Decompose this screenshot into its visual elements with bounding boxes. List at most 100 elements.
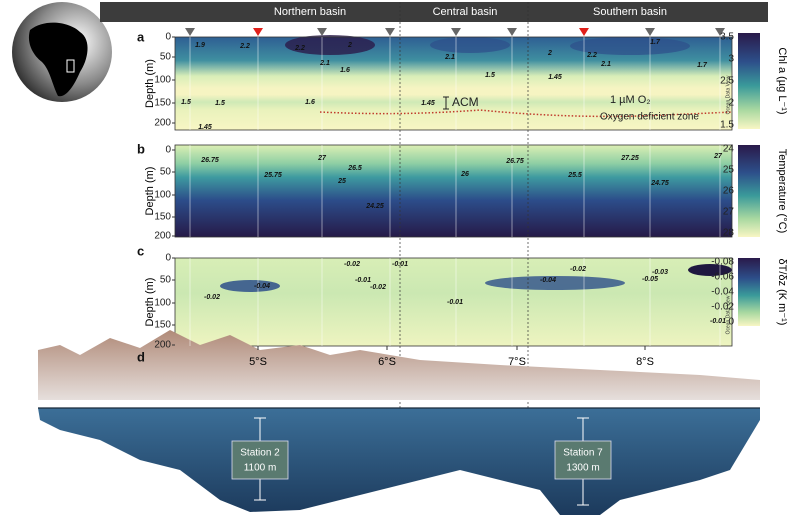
y-tick-label: 50 (160, 275, 172, 286)
contour-label: 2 (547, 50, 552, 57)
colorbar-tick-label: -0.06 (711, 272, 734, 283)
y-tick-label: 0 (165, 32, 171, 43)
watermark: Ocean Data View (725, 75, 731, 114)
contour-label: 1.5 (181, 99, 191, 106)
station-depth: 1300 m (566, 463, 599, 474)
y-tick-label: 50 (160, 167, 172, 178)
x-tick-label: 5°S (249, 356, 267, 368)
contour-label: -0.02 (344, 261, 360, 268)
station-marker (715, 28, 725, 36)
axes-frame (174, 36, 733, 131)
station-box (554, 440, 612, 480)
colorbar-tick-label: 0 (728, 317, 734, 328)
colorbar-tick-label: 3.5 (720, 32, 734, 43)
contour-label: -0.01 (355, 277, 371, 284)
colorbar-tick-label: 1.5 (720, 120, 734, 131)
contour-label: -0.02 (370, 284, 386, 291)
station-name: Station 7 (563, 448, 603, 459)
station-marker (579, 28, 589, 36)
basin-label: Southern basin (593, 6, 667, 18)
contour-label: 24.75 (650, 180, 669, 187)
gradient-patch (485, 276, 625, 290)
station-marker (385, 28, 395, 36)
station-marker (451, 28, 461, 36)
contour-label: 1.6 (340, 67, 350, 74)
basin-label: Central basin (433, 6, 498, 18)
contour-label: -0.05 (642, 276, 658, 283)
chl-patch (570, 37, 690, 55)
y-axis-title: Depth (m) (144, 278, 156, 327)
colorbar (738, 258, 760, 326)
colorbar-tick-label: 28 (723, 228, 735, 239)
contour-label: -0.02 (204, 294, 220, 301)
contour-label: 26.75 (505, 158, 524, 165)
colorbar-title: Chl a (µg L⁻¹) (776, 47, 788, 114)
gradient-patch (220, 280, 280, 292)
y-tick-label: 100 (154, 190, 171, 201)
station-marker (253, 28, 263, 36)
contour-label: 2.1 (600, 61, 611, 68)
colorbar-title: δT/δz (K m⁻¹) (776, 259, 788, 326)
colorbar-title: Temperature (°C) (776, 149, 788, 233)
contour-label: 27 (713, 153, 723, 160)
colorbar-tick-label: 3 (728, 54, 734, 65)
panel-label: a (137, 29, 145, 44)
station-box (231, 440, 289, 480)
y-tick-label: 150 (154, 212, 171, 223)
station-name: Station 2 (240, 448, 280, 459)
contour-label: 25.75 (263, 172, 282, 179)
axes-frame (174, 257, 733, 347)
contour-label: 1.5 (215, 100, 225, 107)
y-tick-label: 200 (154, 118, 171, 129)
contour-label: 2.2 (586, 52, 597, 59)
contour-label: 1.9 (195, 42, 205, 49)
temp-field (175, 145, 732, 237)
contour-label: 26.5 (347, 165, 362, 172)
y-tick-label: 50 (160, 52, 172, 63)
contour-label: 26 (460, 171, 469, 178)
gradient-patch (688, 264, 732, 276)
contour-label: 27 (317, 155, 327, 162)
contour-label: 26.75 (200, 157, 219, 164)
contour-label: -0.01 (392, 261, 408, 268)
contour-label: 1.7 (697, 62, 708, 69)
y-tick-label: 200 (154, 231, 171, 242)
annotation: ACM (452, 95, 479, 109)
y-tick-label: 150 (154, 320, 171, 331)
gradient-field (175, 258, 732, 346)
station-marker (507, 28, 517, 36)
axes-frame (174, 144, 733, 238)
panel-label: c (137, 243, 144, 258)
basin-bar (100, 2, 768, 22)
x-tick-label: 6°S (378, 356, 396, 368)
contour-label: 24.25 (365, 203, 384, 210)
chl-max (285, 35, 375, 55)
chl-patch (430, 37, 510, 53)
x-tick-label: 7°S (508, 356, 526, 368)
panel-label: b (137, 141, 145, 156)
contour-label: 1.7 (650, 39, 661, 46)
annotation: Oxygen deficient zone (600, 112, 699, 123)
contour-label: -0.04 (254, 283, 270, 290)
station-marker (645, 28, 655, 36)
panel-label: d (137, 349, 145, 364)
contour-label: 2.1 (319, 60, 330, 67)
contour-label: 1.6 (305, 99, 315, 106)
colorbar-tick-label: 24 (723, 144, 735, 155)
colorbar-tick-label: -0.08 (711, 257, 734, 268)
contour-label: 1.5 (485, 72, 495, 79)
station-marker (317, 28, 327, 36)
contour-label: -0.01 (447, 299, 463, 306)
contour-label: 1.45 (198, 124, 212, 131)
colorbar-tick-label: 27 (723, 207, 735, 218)
contour-label: 2.2 (239, 43, 250, 50)
y-tick-label: 100 (154, 75, 171, 86)
colorbar-tick-label: 2 (728, 98, 734, 109)
station-depth: 1100 m (244, 463, 277, 474)
watermark: Ocean Data View (725, 295, 731, 334)
contour-label: 27.25 (620, 155, 639, 162)
lake-basin (38, 408, 760, 515)
oxygen-line (319, 109, 733, 118)
y-tick-label: 200 (154, 340, 171, 351)
